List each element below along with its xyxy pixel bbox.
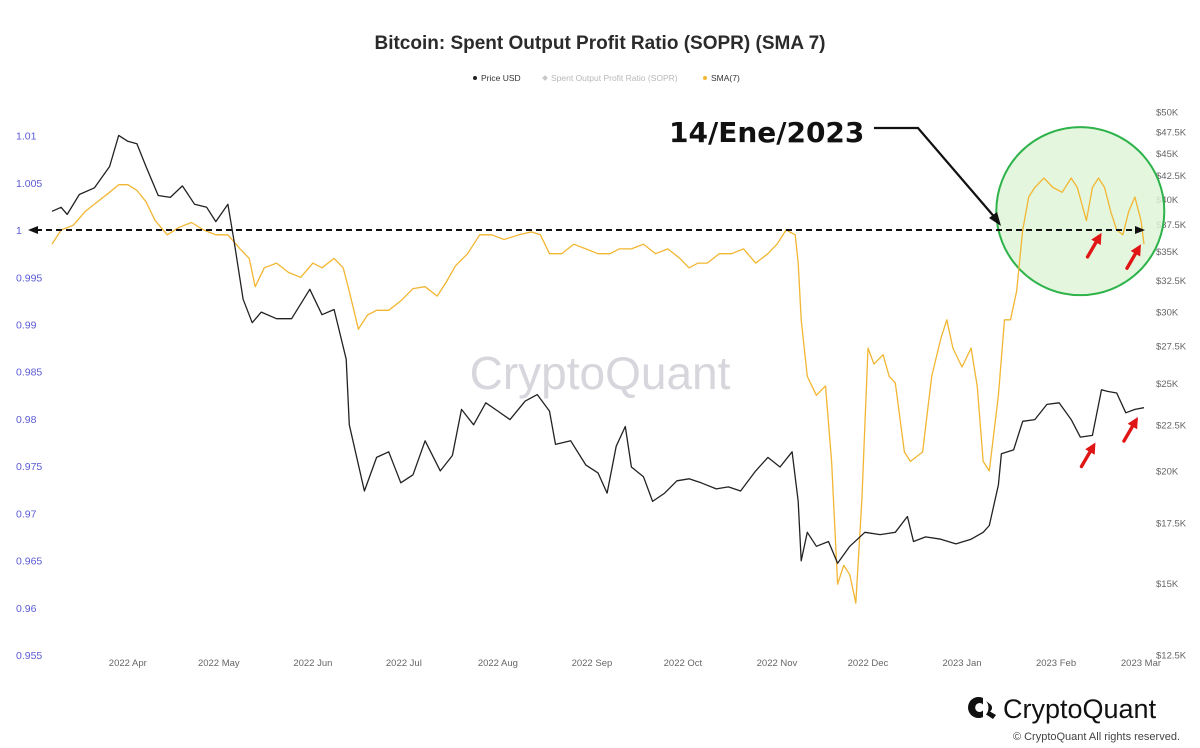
legend: Price USD Spent Output Profit Ratio (SOP… (473, 73, 740, 83)
right-tick-label: $45K (1156, 149, 1179, 160)
right-tick-label: $22.5K (1156, 420, 1187, 431)
annotations: 14/Ene/2023 (28, 116, 1145, 469)
cryptoquant-logo-icon (968, 697, 996, 719)
right-axis: $50K $47.5K $45K $42.5K $40K $37.5K $35K $32.5K… (1156, 108, 1187, 662)
right-tick-label: $15K (1156, 579, 1179, 590)
left-tick-label: 0.98 (16, 414, 37, 426)
left-tick-label: 1.005 (16, 178, 42, 190)
left-tick-label: 0.99 (16, 319, 37, 331)
footer-copyright: © CryptoQuant All rights reserved. (1013, 731, 1180, 743)
red-arrow-head (1127, 417, 1138, 430)
x-tick-label: 2022 Dec (848, 658, 889, 669)
left-tick-label: 0.985 (16, 367, 42, 379)
chart-title: Bitcoin: Spent Output Profit Ratio (SOPR… (374, 33, 825, 54)
x-tick-label: 2022 Aug (478, 658, 518, 669)
x-tick-label: 2023 Feb (1036, 658, 1076, 669)
x-tick-label: 2023 Mar (1121, 658, 1161, 669)
red-arrow-head (1085, 442, 1096, 455)
right-tick-label: $37.5K (1156, 220, 1187, 231)
legend-marker-sma (703, 76, 707, 80)
right-tick-label: $30K (1156, 308, 1179, 319)
x-tick-label: 2022 Jun (293, 658, 332, 669)
red-arrow-icon (1085, 232, 1102, 259)
red-arrow-icon (1125, 244, 1141, 270)
legend-marker-price (473, 76, 477, 80)
x-tick-label: 2022 Sep (572, 658, 613, 669)
left-tick-label: 0.97 (16, 508, 37, 520)
legend-label-sopr[interactable]: Spent Output Profit Ratio (SOPR) (551, 73, 678, 83)
legend-label-price[interactable]: Price USD (481, 73, 521, 83)
red-arrow-icon (1122, 417, 1138, 443)
left-tick-label: 0.995 (16, 272, 42, 284)
right-tick-label: $42.5K (1156, 171, 1187, 182)
footer-brand: CryptoQuant (968, 694, 1157, 724)
sma7-line (51, 177, 1145, 604)
left-axis: 1.01 1.005 1 0.995 0.99 0.985 0.98 0.975 0.97 0.9… (16, 131, 42, 662)
x-tick-label: 2022 Oct (664, 658, 703, 669)
left-tick-label: 0.965 (16, 556, 42, 568)
reference-arrowhead-left-icon (28, 226, 38, 235)
x-axis: 2022 Apr 2022 May 2022 Jun 2022 Jul 2022 Aug… (109, 658, 1161, 669)
right-tick-label: $32.5K (1156, 276, 1187, 287)
reference-arrowhead-right-icon (1135, 226, 1145, 235)
watermark: CryptoQuant (470, 347, 731, 399)
x-tick-label: 2022 Nov (757, 658, 798, 669)
series-layer (51, 126, 1166, 604)
x-tick-label: 2022 Jul (386, 658, 422, 669)
right-tick-label: $47.5K (1156, 128, 1187, 139)
left-tick-label: 0.955 (16, 650, 42, 662)
red-arrow-head (1130, 244, 1141, 257)
price-usd-line (51, 134, 1145, 564)
highlight-circle (995, 126, 1166, 297)
red-arrow-head (1091, 232, 1102, 246)
x-tick-label: 2022 May (198, 658, 240, 669)
annotation-date-label: 14/Ene/2023 (669, 116, 864, 149)
right-tick-label: $35K (1156, 247, 1179, 258)
right-tick-label: $50K (1156, 108, 1179, 119)
left-tick-label: 1.01 (16, 131, 37, 143)
annotation-connector (874, 126, 998, 221)
left-tick-label: 1 (16, 225, 22, 237)
right-tick-label: $40K (1156, 195, 1179, 206)
right-tick-label: $25K (1156, 379, 1179, 390)
legend-marker-sopr (542, 75, 548, 81)
x-tick-label: 2022 Apr (109, 658, 147, 669)
right-tick-label: $12.5K (1156, 651, 1187, 662)
right-tick-label: $17.5K (1156, 519, 1187, 530)
red-arrow-icon (1079, 442, 1096, 469)
right-tick-label: $20K (1156, 466, 1179, 477)
left-tick-label: 0.96 (16, 603, 37, 615)
annotation-arrowhead-icon (989, 212, 1001, 226)
right-tick-label: $27.5K (1156, 342, 1187, 353)
footer-brand-name: CryptoQuant (1003, 694, 1157, 724)
legend-label-sma[interactable]: SMA(7) (711, 73, 740, 83)
left-tick-label: 0.975 (16, 461, 42, 473)
x-tick-label: 2023 Jan (942, 658, 981, 669)
